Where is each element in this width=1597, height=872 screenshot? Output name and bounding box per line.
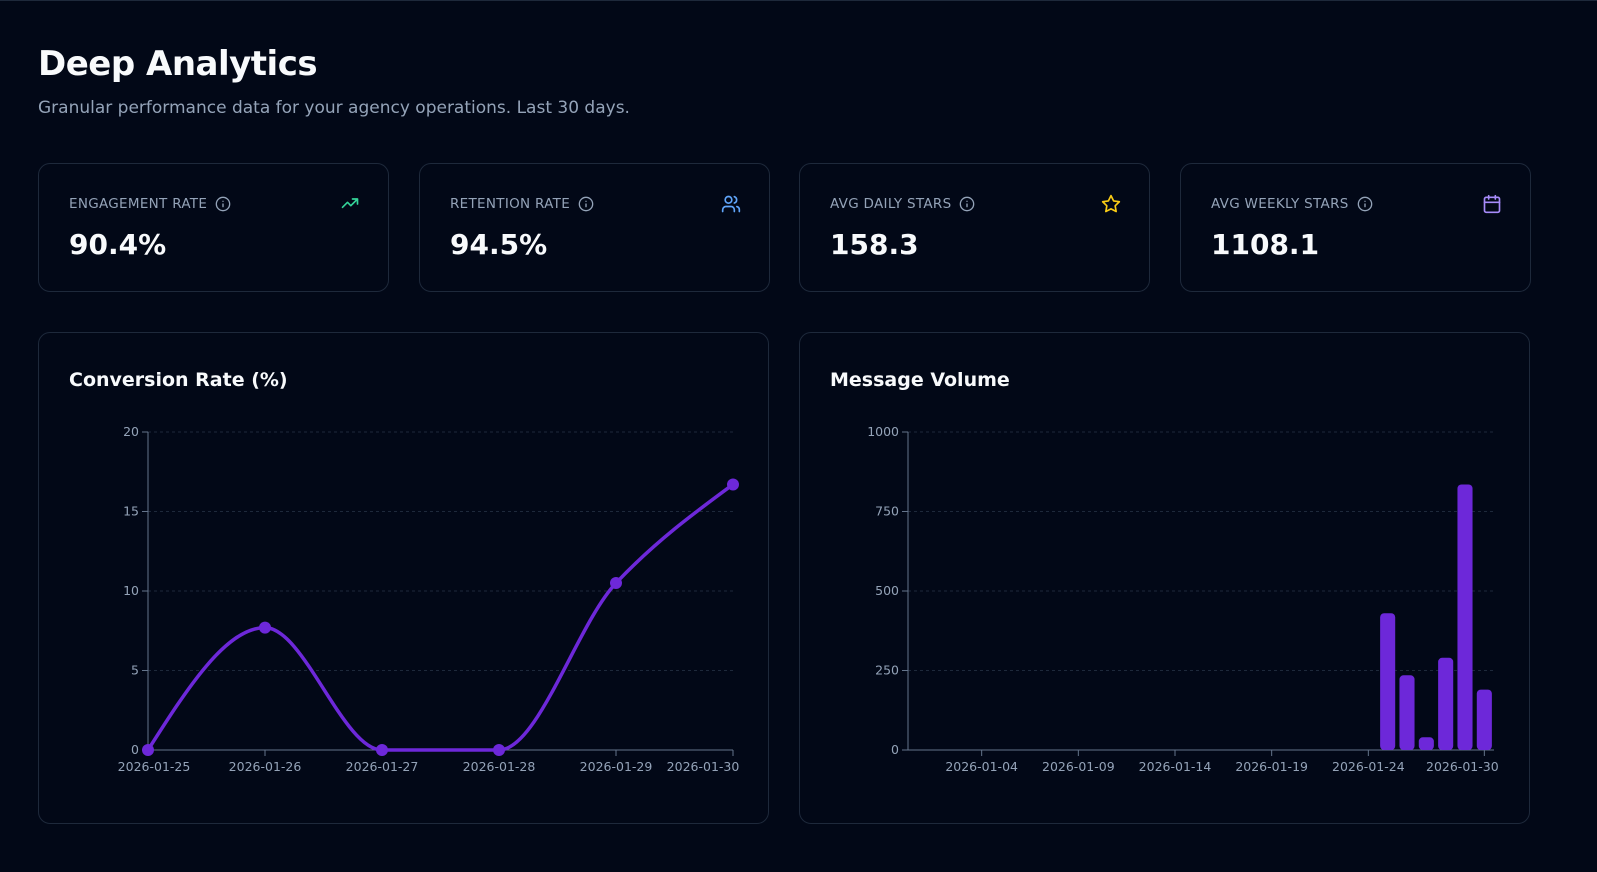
info-icon[interactable] [959, 196, 975, 212]
page-subtitle: Granular performance data for your agenc… [38, 98, 630, 118]
kpi-value: 94.5% [450, 228, 548, 261]
users-icon [721, 195, 741, 213]
message-volume-card: Message Volume [799, 332, 1530, 824]
calendar-icon [1483, 194, 1501, 214]
trending-up-icon [341, 198, 359, 209]
chart-title: Conversion Rate (%) [69, 369, 288, 391]
kpi-card: ENGAGEMENT RATE 90.4% [38, 163, 389, 292]
kpi-label-row: ENGAGEMENT RATE [69, 196, 231, 212]
kpi-label: RETENTION RATE [450, 196, 571, 212]
conversion-rate-card: Conversion Rate (%) [38, 332, 769, 824]
kpi-value: 158.3 [830, 228, 919, 261]
kpi-label: AVG WEEKLY STARS [1211, 196, 1349, 212]
kpi-card: AVG DAILY STARS 158.3 [799, 163, 1150, 292]
info-icon[interactable] [1357, 196, 1373, 212]
kpi-value: 1108.1 [1211, 228, 1320, 261]
chart-title: Message Volume [830, 369, 1010, 391]
kpi-card: AVG WEEKLY STARS 1108.1 [1180, 163, 1531, 292]
kpi-label-row: AVG WEEKLY STARS [1211, 196, 1373, 212]
kpi-label-row: AVG DAILY STARS [830, 196, 975, 212]
page-title: Deep Analytics [38, 44, 318, 84]
kpi-label-row: RETENTION RATE [450, 196, 594, 212]
kpi-label: ENGAGEMENT RATE [69, 196, 208, 212]
kpi-card: RETENTION RATE 94.5% [419, 163, 770, 292]
info-icon[interactable] [578, 196, 594, 212]
info-icon[interactable] [215, 196, 231, 212]
kpi-label: AVG DAILY STARS [830, 196, 952, 212]
star-icon [1101, 194, 1121, 213]
kpi-value: 90.4% [69, 228, 167, 261]
